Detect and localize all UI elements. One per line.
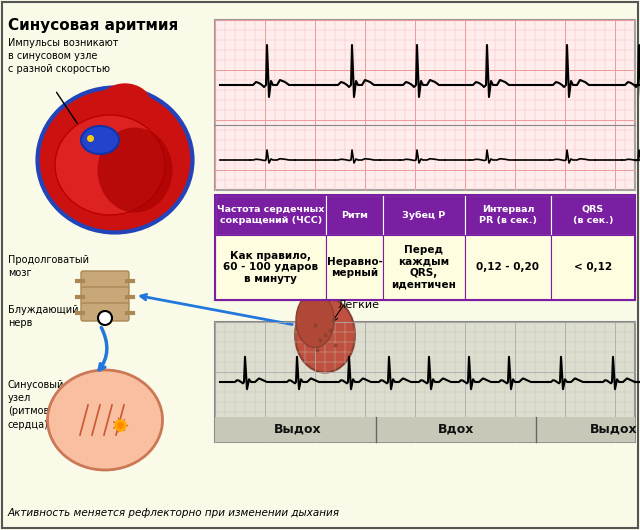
Bar bbox=[215, 195, 326, 235]
Bar bbox=[215, 235, 326, 300]
Ellipse shape bbox=[38, 87, 193, 233]
FancyBboxPatch shape bbox=[81, 303, 129, 321]
Bar bbox=[215, 417, 635, 442]
Ellipse shape bbox=[295, 297, 355, 373]
Text: Интервал
PR (в сек.): Интервал PR (в сек.) bbox=[479, 205, 537, 225]
Ellipse shape bbox=[296, 293, 334, 348]
Bar bbox=[326, 195, 383, 235]
Text: Синусовый
узел
(ритмоводитель
сердца): Синусовый узел (ритмоводитель сердца) bbox=[8, 380, 92, 430]
Text: Активность меняется рефлекторно при изменении дыхания: Активность меняется рефлекторно при изме… bbox=[8, 508, 340, 518]
Bar bbox=[465, 235, 551, 300]
Text: Импульсы возникают
в синусовом узле
с разной скоростью: Импульсы возникают в синусовом узле с ра… bbox=[8, 38, 118, 74]
Text: Синусовая аритмия: Синусовая аритмия bbox=[8, 18, 179, 33]
Text: Продолговатый
мозг: Продолговатый мозг bbox=[8, 255, 89, 278]
Bar bbox=[215, 195, 635, 300]
FancyBboxPatch shape bbox=[81, 271, 129, 289]
Ellipse shape bbox=[55, 115, 165, 215]
Text: Перед
каждым
QRS,
идентичен: Перед каждым QRS, идентичен bbox=[392, 245, 456, 290]
Text: Неравно-
мерный: Неравно- мерный bbox=[326, 257, 383, 278]
Ellipse shape bbox=[97, 128, 173, 213]
Text: Легкие: Легкие bbox=[337, 300, 379, 310]
Ellipse shape bbox=[47, 370, 163, 470]
Text: Выдох: Выдох bbox=[274, 423, 322, 436]
Text: Частота сердечных
сокращений (ЧСС): Частота сердечных сокращений (ЧСС) bbox=[217, 205, 324, 225]
Ellipse shape bbox=[81, 126, 119, 154]
Text: Зубец P: Зубец P bbox=[403, 210, 445, 219]
Bar bbox=[383, 235, 465, 300]
Bar bbox=[465, 195, 551, 235]
Text: Выдох: Выдох bbox=[590, 423, 638, 436]
Bar bbox=[551, 195, 635, 235]
Text: Блуждающий
нерв: Блуждающий нерв bbox=[8, 305, 79, 328]
Text: 0,12 - 0,20: 0,12 - 0,20 bbox=[476, 262, 540, 272]
Bar bbox=[215, 20, 635, 190]
Circle shape bbox=[98, 311, 112, 325]
Text: QRS
(в сек.): QRS (в сек.) bbox=[573, 205, 613, 225]
Bar bbox=[551, 235, 635, 300]
Bar bbox=[215, 322, 635, 442]
Bar bbox=[326, 235, 383, 300]
Text: Ритм: Ритм bbox=[341, 210, 368, 219]
Text: Как правило,
60 - 100 ударов
в минуту: Как правило, 60 - 100 ударов в минуту bbox=[223, 251, 318, 284]
Bar bbox=[383, 195, 465, 235]
Text: < 0,12: < 0,12 bbox=[574, 262, 612, 272]
FancyBboxPatch shape bbox=[81, 287, 129, 305]
Text: Вдох: Вдох bbox=[438, 423, 474, 436]
